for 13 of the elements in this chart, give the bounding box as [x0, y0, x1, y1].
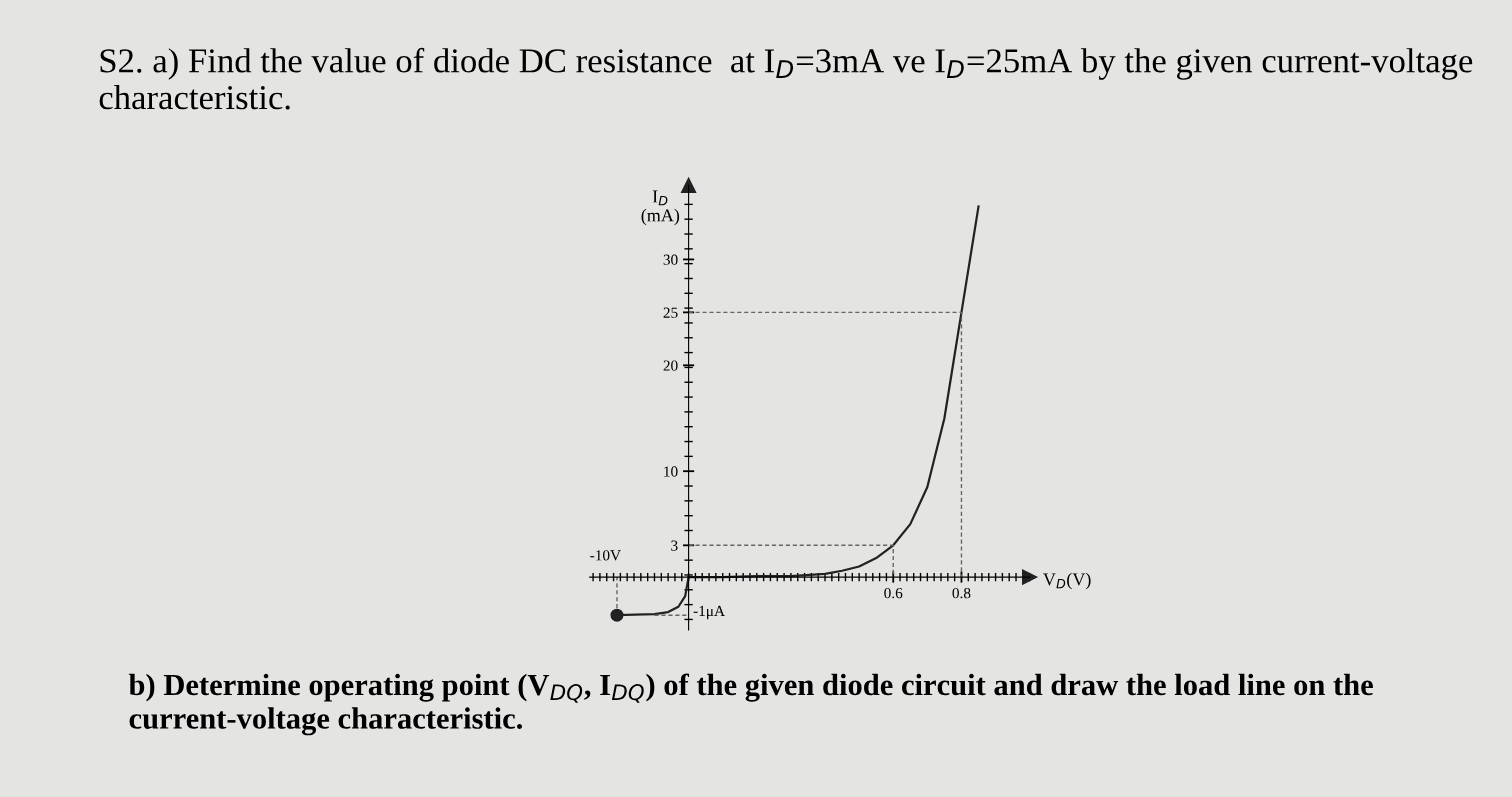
y-tick-label: 3 — [671, 540, 678, 551]
y-tick-label: 20 — [663, 360, 678, 371]
y-tick-label: 30 — [663, 254, 678, 265]
x-tick-label: 0.8 — [952, 587, 971, 599]
annotation: -10V — [590, 550, 621, 561]
y-axis-title: I$_{D}$ (mA) — [641, 190, 680, 226]
y-tick-label: 25 — [663, 307, 678, 318]
x-axis-title: V$_{D}$(V) — [1043, 572, 1091, 590]
annotation: -1μA — [693, 605, 725, 620]
chart-title: S2. a) Find the value of diode DC resistance at I$_{D}$=3mA ve I$_{D}$=25mA by the given current-voltage characteristic. — [99, 47, 1473, 110]
text: b) Determine operating point (V$_{DQ}$, I$_{DQ}$) of the given diode circuit and draw the load line on the current-voltage characteristic. — [128, 673, 1373, 736]
x-tick-label: 0.6 — [884, 587, 903, 599]
y-tick-label: 10 — [664, 466, 678, 477]
